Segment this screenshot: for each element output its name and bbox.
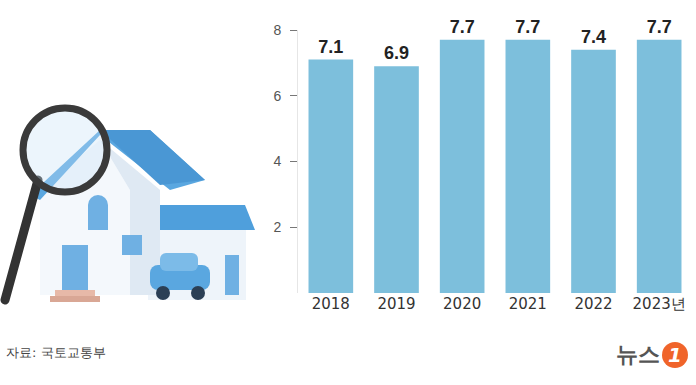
svg-text:6.9: 6.9 [384,43,409,63]
svg-text:2: 2 [273,219,281,235]
svg-text:8: 8 [273,22,281,38]
svg-text:7.7: 7.7 [647,17,672,37]
svg-text:7.4: 7.4 [581,27,606,47]
svg-text:2020: 2020 [443,295,481,313]
svg-text:2023년: 2023년 [633,295,686,313]
svg-text:7.7: 7.7 [515,17,540,37]
html-text:뉴스 1: 뉴스 1 [616,342,682,367]
svg-text:6: 6 [273,88,281,104]
svg-text:4: 4 [273,153,281,169]
svg-text:2022: 2022 [574,295,612,313]
svg-text:7.7: 7.7 [450,17,475,37]
svg-text:2021: 2021 [509,295,547,313]
svg-text:7.1: 7.1 [318,37,343,57]
svg-text:2018: 2018 [312,295,350,313]
svg-text:2019: 2019 [377,295,415,313]
html-text:자료: 국토교통부: 자료: 국토교통부 [6,345,106,360]
